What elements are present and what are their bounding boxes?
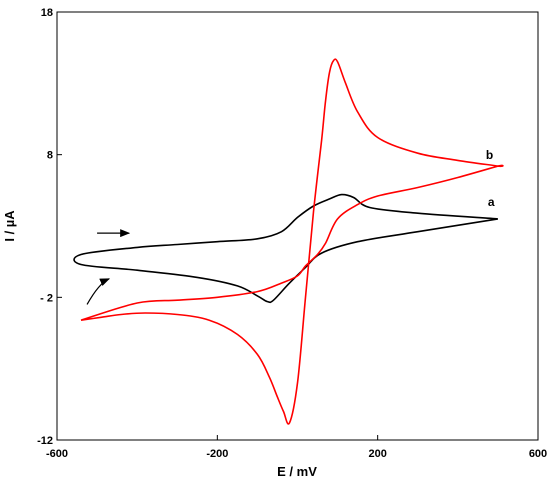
series-b-line [80,58,504,425]
x-tick-label: -600 [46,448,68,460]
axis-ticks [56,11,539,441]
series-b-label: b [486,148,493,162]
x-tick-label: 600 [529,448,547,460]
axis-tick-labels: -600 -200 200 600 -12 - 2 8 18 [37,7,547,460]
plot-frame [56,11,539,441]
x-tick-label: 200 [368,448,386,460]
series-a-label: a [488,195,495,209]
scan-direction-arrow-curved-icon [86,278,111,305]
series-a-line [73,193,499,304]
y-tick-label: -12 [37,435,53,447]
x-axis-title: E / mV [277,464,317,479]
annotations-layer [86,229,131,305]
y-axis-title: I / µA [2,210,17,242]
y-tick-label: 8 [47,150,53,162]
y-tick-label: - 2 [40,292,53,304]
x-tick-label: -200 [206,448,228,460]
series-layer: ab [73,58,504,425]
y-tick-label: 18 [41,7,53,19]
